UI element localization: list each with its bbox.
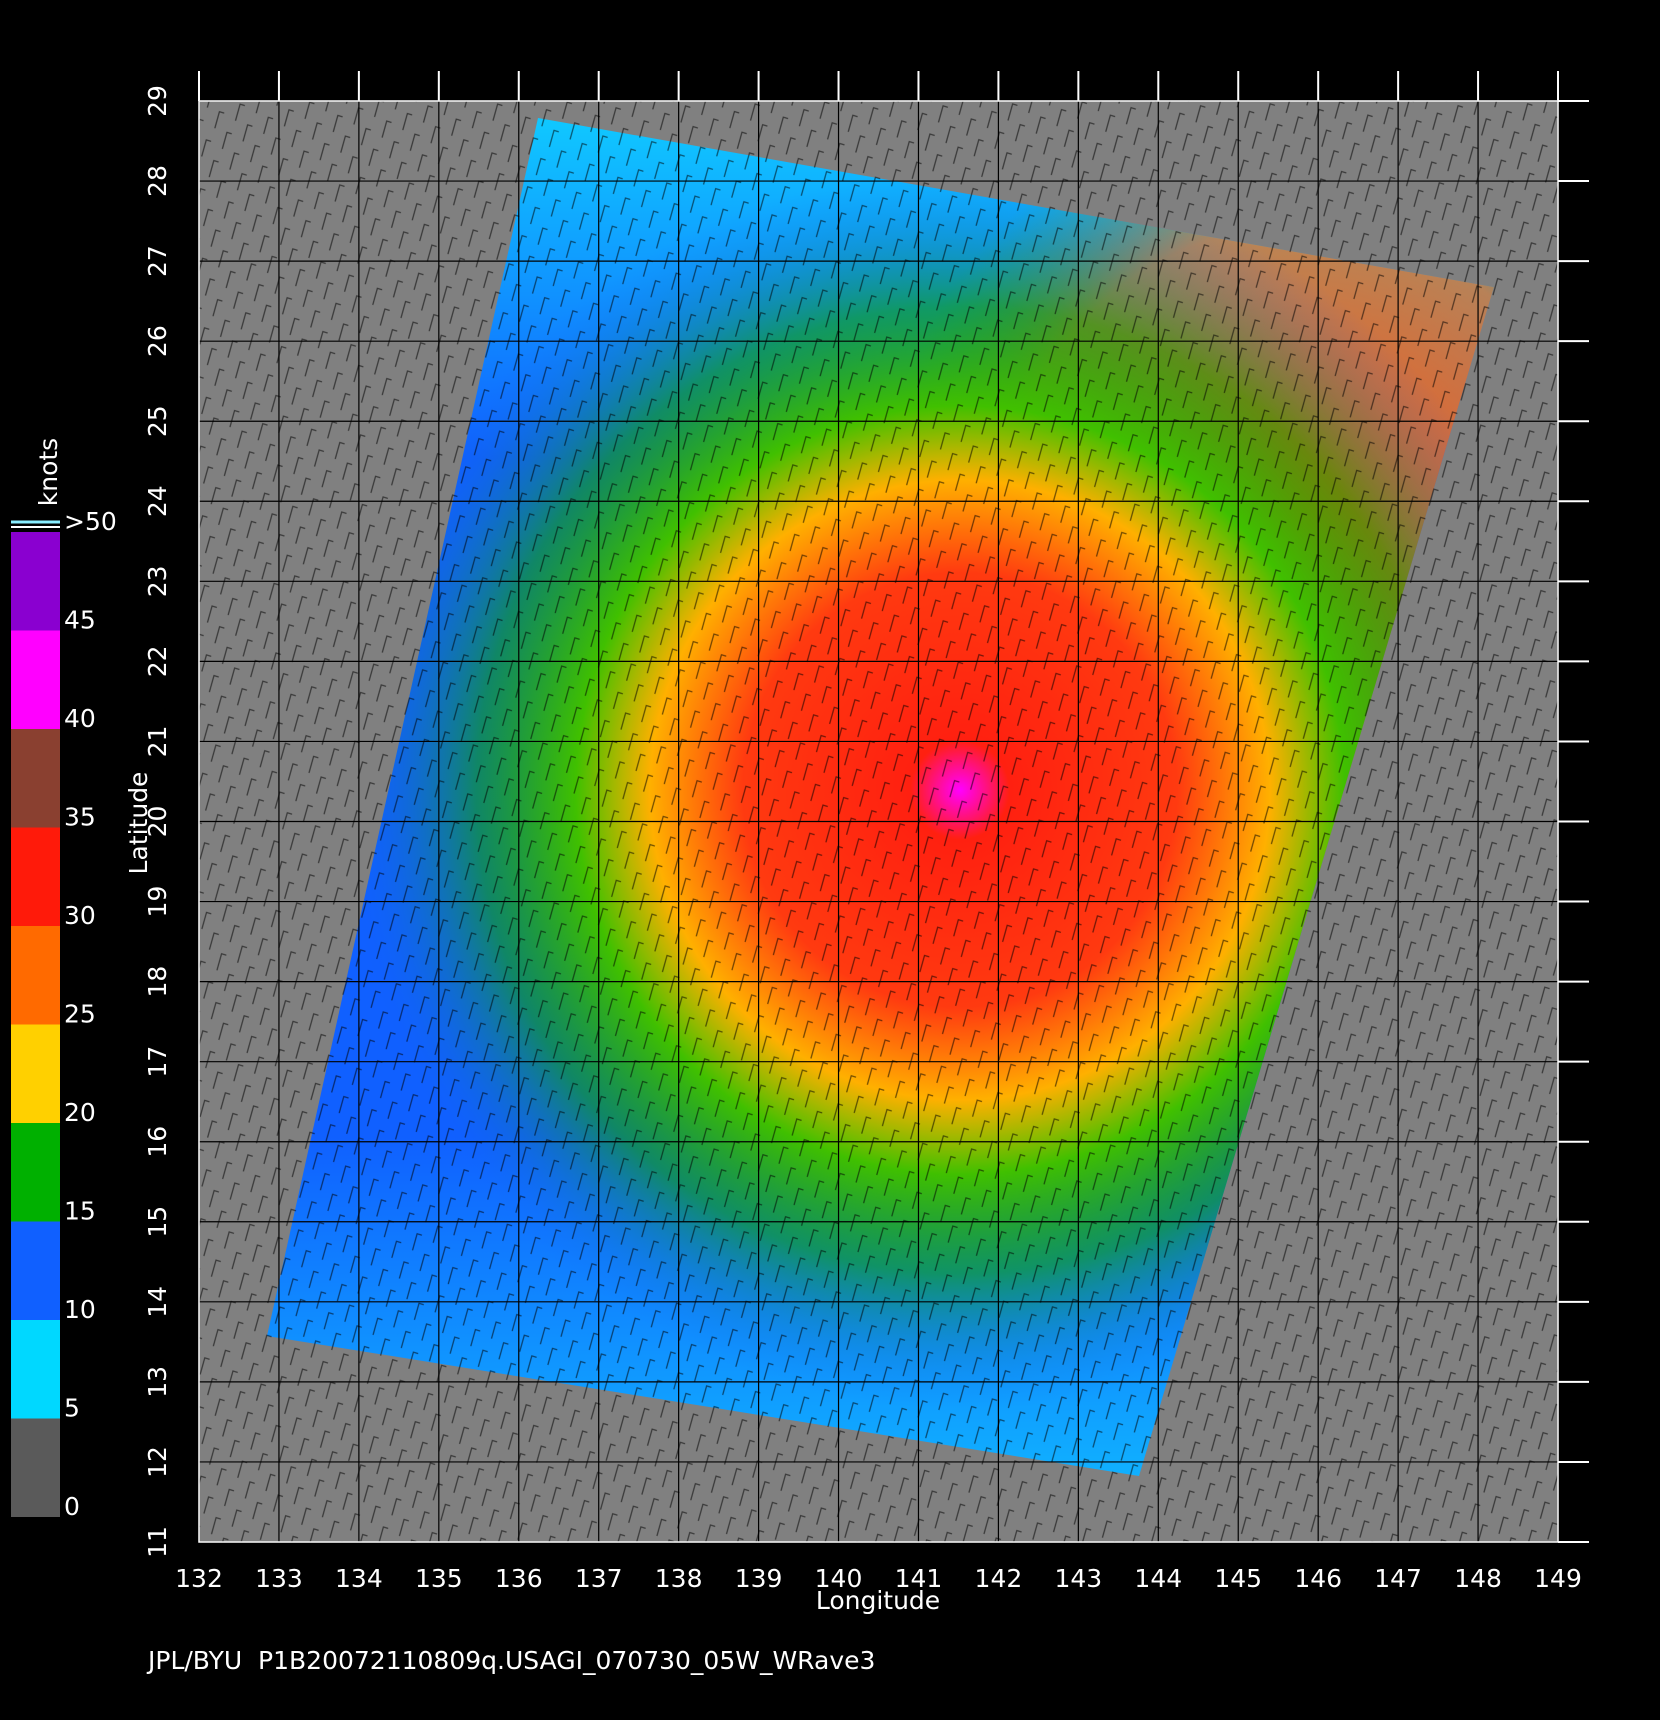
y-tick-label: 24: [143, 485, 172, 517]
colorbar-tick-label: 30: [64, 901, 96, 930]
colorbar-segment: [11, 1123, 60, 1222]
x-tick-label: 143: [1054, 1564, 1102, 1593]
colorbar-tick-label: >50: [64, 507, 117, 536]
footer: JPL/BYU P1B20072110809q.USAGI_070730_05W…: [146, 1646, 875, 1675]
x-tick-label: 138: [655, 1564, 703, 1593]
y-tick-label: 27: [143, 245, 172, 277]
y-tick-label: 15: [143, 1206, 172, 1238]
colorbar-tick-label: 15: [64, 1197, 96, 1226]
colorbar-tick-label: 45: [64, 606, 96, 635]
y-tick-label: 14: [143, 1286, 172, 1318]
x-tick-label: 139: [735, 1564, 783, 1593]
colorbar-segment: [11, 1418, 60, 1517]
x-tick-label: 144: [1134, 1564, 1182, 1593]
x-tick-label: 146: [1294, 1564, 1342, 1593]
colorbar-segment: [11, 532, 60, 631]
x-tick-label: 132: [175, 1564, 223, 1593]
y-tick-label: 23: [143, 565, 172, 597]
colorbar-tick-label: 40: [64, 704, 96, 733]
y-tick-label: 19: [143, 886, 172, 918]
x-tick-label: 147: [1374, 1564, 1422, 1593]
colorbar-label: knots: [34, 438, 63, 506]
x-tick-label: 145: [1214, 1564, 1262, 1593]
x-tick-label: 135: [415, 1564, 463, 1593]
y-tick-label: 22: [143, 645, 172, 677]
y-tick-label: 29: [143, 85, 172, 117]
x-tick-label: 133: [255, 1564, 303, 1593]
x-tick-label: 136: [495, 1564, 543, 1593]
y-tick-label: 28: [143, 165, 172, 197]
colorbar-segment: [11, 729, 60, 828]
colorbar-segment: [11, 630, 60, 729]
colorbar-tick-label: 5: [64, 1394, 80, 1423]
x-tick-label: 134: [335, 1564, 383, 1593]
colorbar-tick-label: 25: [64, 1000, 96, 1029]
y-tick-label: 18: [143, 966, 172, 998]
x-tick-label: 141: [895, 1564, 943, 1593]
y-tick-label: 16: [143, 1126, 172, 1158]
y-tick-label: 11: [143, 1526, 172, 1558]
x-axis-label: Longitude: [816, 1586, 940, 1615]
y-tick-label: 26: [143, 325, 172, 357]
y-tick-label: 21: [143, 726, 172, 758]
y-axis-label: Latitude: [124, 772, 153, 875]
colorbar-segment: [11, 1320, 60, 1419]
colorbar-tick-label: 10: [64, 1295, 96, 1324]
colorbar-segment: [11, 926, 60, 1025]
x-tick-label: 137: [575, 1564, 623, 1593]
colorbar-segment: [11, 1221, 60, 1320]
y-tick-label: 12: [143, 1446, 172, 1478]
colorbar-tick-label: 0: [64, 1492, 80, 1521]
colorbar-segment: [11, 827, 60, 926]
x-tick-label: 142: [975, 1564, 1023, 1593]
y-tick-label: 20: [143, 806, 172, 838]
x-tick-label: 149: [1534, 1564, 1582, 1593]
colorbar-segment: [11, 1024, 60, 1123]
y-tick-label: 13: [143, 1366, 172, 1398]
plot-frame: [198, 100, 1559, 1543]
y-tick-label: 25: [143, 405, 172, 437]
x-tick-label: 148: [1454, 1564, 1502, 1593]
x-tick-label: 140: [815, 1564, 863, 1593]
y-tick-label: 17: [143, 1046, 172, 1078]
colorbar-tick-label: 20: [64, 1098, 96, 1127]
colorbar-tick-label: 35: [64, 803, 96, 832]
